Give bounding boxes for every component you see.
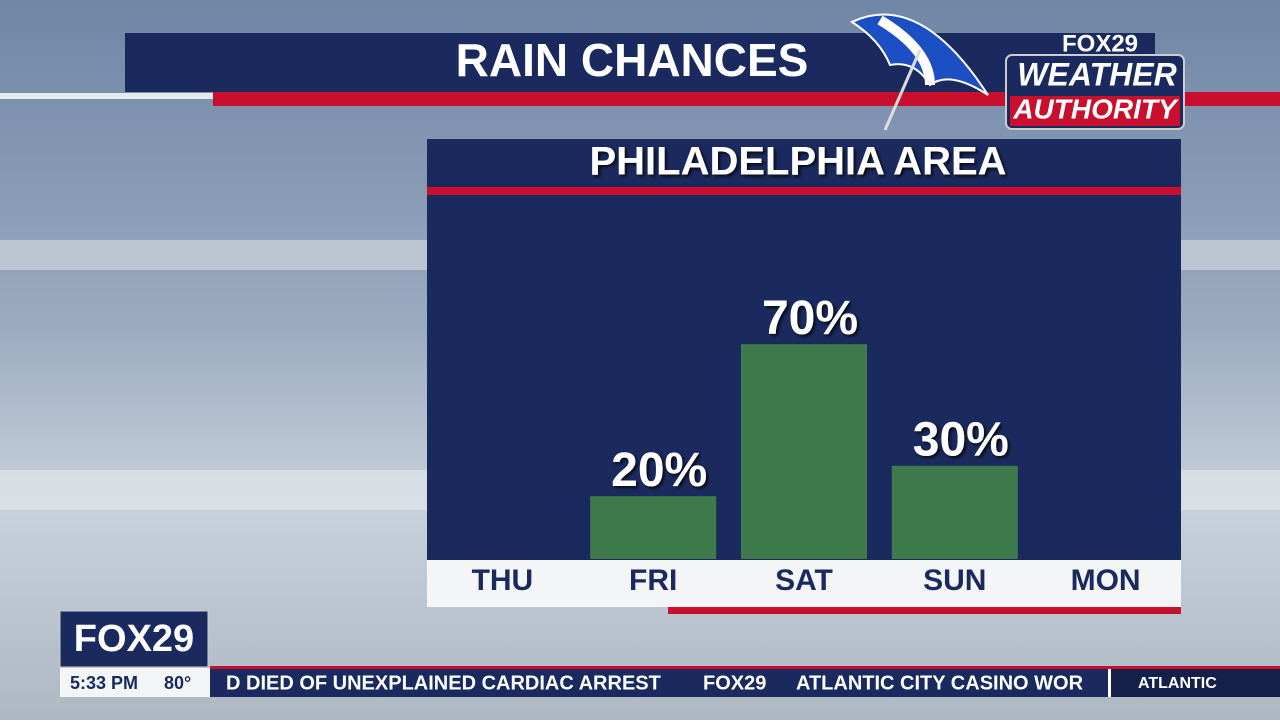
logo-text: AUTHORITY [1012, 93, 1179, 124]
ticker-section [1111, 669, 1280, 697]
value-label: 20% [611, 444, 707, 497]
weather-logo: FOX29 WEATHER AUTHORITY [1005, 30, 1185, 130]
header-stripe [0, 93, 213, 99]
x-tick-label: MON [1071, 564, 1141, 597]
bar [590, 496, 717, 560]
header-bar [125, 33, 1155, 92]
ticker-logo: FOX29 [703, 672, 766, 694]
title: RAIN CHANCES [456, 34, 809, 86]
bar [891, 465, 1018, 559]
ticker-stripe [210, 666, 1280, 669]
chart-stripe [427, 187, 1181, 195]
station-bug [59, 610, 209, 668]
ticker-divider [1108, 669, 1111, 697]
ticker-section-label: ATLANTIC [1138, 675, 1217, 692]
umbrella [849, 13, 989, 131]
time-box [60, 668, 210, 697]
time: 5:33 PM [70, 673, 138, 693]
x-tick-label: SAT [775, 564, 833, 597]
bar [741, 344, 867, 560]
x-tick-label: FRI [629, 564, 677, 597]
ticker-text: D DIED OF UNEXPLAINED CARDIAC ARREST [226, 672, 661, 694]
logo-text: FOX29 [1062, 30, 1138, 57]
label-strip [427, 560, 1181, 607]
chart-stripe [668, 607, 1181, 614]
x-tick-label: THU [472, 564, 534, 597]
plot: THU FRI 20% SAT 70% SUN 30% MON [472, 292, 1141, 597]
ticker-bar [210, 666, 1280, 697]
value-label: 30% [913, 413, 1009, 466]
logo-text: WEATHER [1017, 56, 1176, 92]
ticker-text: ATLANTIC CITY CASINO WOR [796, 672, 1084, 694]
temperature: 80° [164, 673, 191, 693]
value-label: 70% [762, 292, 858, 345]
x-tick-label: SUN [923, 564, 986, 597]
chart-title: PHILADELPHIA AREA [589, 140, 1006, 184]
bug-logo: FOX29 [74, 618, 194, 660]
